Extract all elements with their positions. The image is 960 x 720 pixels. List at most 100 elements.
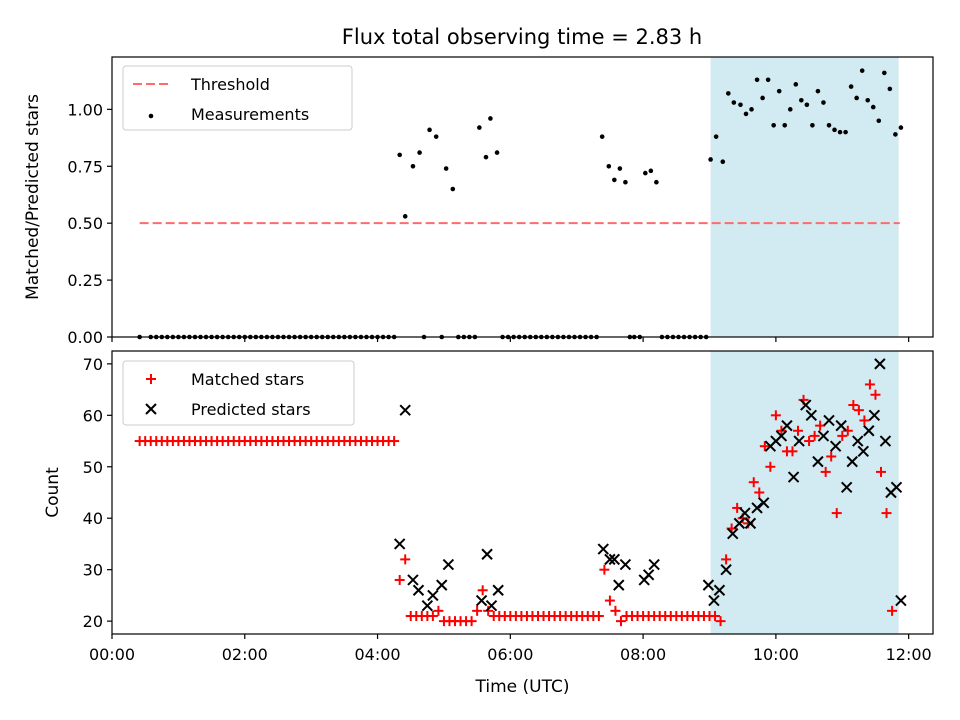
x-stroke-b <box>868 409 881 422</box>
matched-star-point <box>887 605 898 616</box>
predicted-star-point <box>597 543 609 555</box>
x-stroke-b <box>890 481 903 494</box>
measurement-point <box>771 122 776 128</box>
matched-star-point <box>599 564 610 575</box>
ratio-y-ticks: 0.00 0.25 0.50 0.75 1.00 <box>67 100 112 347</box>
count-panel-frame <box>111 350 934 635</box>
matched-star-point <box>389 436 400 447</box>
matched-star-point <box>715 616 726 627</box>
x-stroke-b <box>733 517 746 530</box>
predicted-star-point <box>604 553 616 566</box>
x-stroke-b <box>812 455 824 468</box>
predicted-star-point <box>874 358 886 370</box>
matched-star-point <box>809 430 820 441</box>
x-stroke-b <box>793 435 805 447</box>
x-stroke-b <box>702 579 715 591</box>
measurement-point <box>876 118 882 124</box>
measurement-point <box>810 122 815 128</box>
x-stroke-b <box>597 543 609 555</box>
x-stroke-b <box>421 599 434 612</box>
x-stroke-b <box>485 599 498 612</box>
matched-star-point <box>820 466 831 477</box>
x-stroke-b <box>805 409 817 422</box>
predicted-star-point <box>421 599 434 612</box>
count-panel: 20 30 40 50 60 70 00:00 02:00 04:00 06:00 08:00 10… <box>43 350 934 697</box>
x-stroke-b <box>648 558 660 571</box>
x-tick-label: 10:00 <box>753 645 799 664</box>
matched-star-point <box>710 610 721 621</box>
matched-star-point <box>748 477 759 488</box>
x-stroke-b <box>399 404 411 416</box>
y-tick-label: 50 <box>83 458 103 477</box>
matched-star-point <box>615 616 626 627</box>
y-tick-label: 40 <box>83 509 103 528</box>
measurement-point <box>776 88 782 94</box>
measurement-point <box>815 88 821 94</box>
x-stroke-b <box>758 497 770 509</box>
ratio-panel-frame <box>111 56 934 338</box>
measurement-point <box>799 97 804 103</box>
x-tick-label: 04:00 <box>354 645 400 664</box>
x-stroke-b <box>846 455 858 468</box>
measurement-point <box>643 170 648 176</box>
predicted-star-point <box>733 517 746 530</box>
y-tick-label: 60 <box>83 406 103 425</box>
measurement-point <box>843 129 848 135</box>
x-stroke-b <box>727 527 739 540</box>
y-tick-label: 70 <box>83 355 103 374</box>
measurement-point <box>859 68 865 73</box>
x-stroke-b <box>412 584 425 596</box>
measurement-point <box>617 166 623 171</box>
observing-span-highlight <box>710 57 899 337</box>
measurement-point <box>821 100 826 105</box>
x-stroke-b <box>800 399 812 411</box>
predicted-star-point <box>407 574 419 586</box>
predicted-star-point <box>823 414 835 427</box>
measurement-point <box>713 134 719 139</box>
measurement-point <box>477 125 482 130</box>
legend-label: Measurements <box>191 105 309 124</box>
matched-star-point <box>859 415 870 426</box>
x-stroke-b <box>475 594 488 607</box>
x-stroke-b <box>708 594 720 607</box>
x-stroke-b <box>879 435 892 447</box>
matched-star-point <box>853 405 864 416</box>
x-tick-label: 06:00 <box>487 645 533 664</box>
predicted-star-point <box>805 409 817 422</box>
matched-star-point <box>787 446 798 457</box>
matched-star-point <box>593 610 604 621</box>
measurement-point <box>782 122 788 128</box>
matched-star-point <box>466 616 477 627</box>
y-tick-label: 1.00 <box>67 100 103 119</box>
legend-predicted-swatch-b <box>145 403 157 415</box>
predicted-star-point <box>642 569 655 581</box>
matched-star-point <box>793 425 804 436</box>
predicted-star-point <box>608 553 621 566</box>
predicted-star-point <box>863 425 875 437</box>
predicted-star-point <box>619 558 632 571</box>
matched-star-point <box>875 466 886 477</box>
measurement-point <box>599 134 605 139</box>
measurement-point <box>648 168 654 174</box>
y-tick-label: 20 <box>83 612 103 631</box>
x-stroke-b <box>492 584 504 596</box>
predicted-star-point <box>702 579 715 591</box>
legend-label: Threshold <box>190 75 270 94</box>
x-stroke-b <box>720 563 732 576</box>
x-stroke-b <box>857 445 869 458</box>
predicted-star-point <box>475 594 488 607</box>
measurement-point <box>882 70 887 76</box>
measurement-point <box>826 122 832 128</box>
matched-star-point <box>394 574 405 585</box>
x-stroke-b <box>608 553 621 566</box>
matched-star-point <box>776 425 787 436</box>
predicted-star-point <box>708 594 720 607</box>
measurement-point <box>754 77 760 83</box>
matched-star-point <box>870 389 881 400</box>
measurement-point <box>765 77 771 83</box>
y-tick-label: 0.00 <box>67 328 103 347</box>
x-stroke-b <box>604 553 616 566</box>
predicted-star-point <box>890 481 903 494</box>
measurement-point <box>708 157 713 162</box>
